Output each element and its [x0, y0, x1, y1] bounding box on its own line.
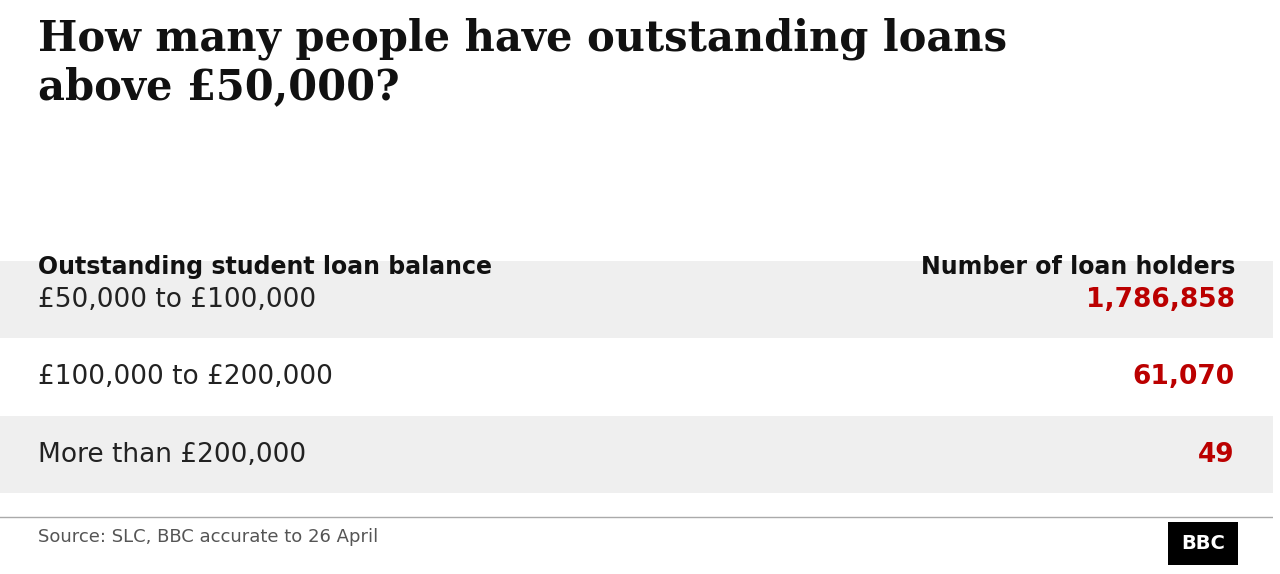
Text: Number of loan holders: Number of loan holders: [920, 255, 1235, 280]
FancyBboxPatch shape: [0, 339, 1274, 416]
Text: More than £200,000: More than £200,000: [38, 441, 306, 468]
Text: Source: SLC, BBC accurate to 26 April: Source: SLC, BBC accurate to 26 April: [38, 528, 379, 546]
Text: 1,786,858: 1,786,858: [1085, 286, 1235, 313]
FancyBboxPatch shape: [0, 416, 1274, 494]
FancyBboxPatch shape: [0, 261, 1274, 339]
Text: £100,000 to £200,000: £100,000 to £200,000: [38, 364, 333, 390]
Text: Outstanding student loan balance: Outstanding student loan balance: [38, 255, 493, 280]
Text: How many people have outstanding loans
above £50,000?: How many people have outstanding loans a…: [38, 17, 1007, 108]
Text: BBC: BBC: [1181, 534, 1225, 553]
Text: £50,000 to £100,000: £50,000 to £100,000: [38, 286, 316, 313]
FancyBboxPatch shape: [1169, 522, 1238, 565]
Text: 49: 49: [1198, 441, 1235, 468]
Text: 61,070: 61,070: [1133, 364, 1235, 390]
